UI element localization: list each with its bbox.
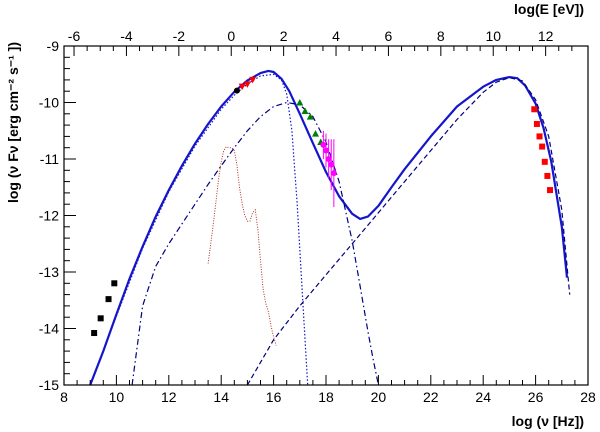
radio-point [105, 296, 112, 303]
plot-frame [63, 45, 589, 386]
total-model-line [89, 69, 569, 386]
tev-point [531, 106, 538, 113]
x2-tick-label: 12 [538, 28, 554, 44]
y-axis-title: log (ν Fν [erg cm⁻² s⁻¹ ]) [5, 42, 21, 203]
x2-tick-label: -4 [120, 28, 133, 44]
optical-point [233, 87, 240, 94]
y-tick-label: -11 [40, 151, 59, 167]
x2-tick-label: -6 [68, 28, 81, 44]
y-tick-label: -14 [39, 321, 59, 337]
tev-point [536, 133, 543, 140]
y-tick-label: -10 [39, 95, 59, 111]
x2-tick-label: 6 [385, 28, 393, 44]
xray-green-point [306, 113, 314, 120]
x2-axis-title: log(E [eV]) [514, 1, 584, 17]
tev-point [533, 120, 540, 127]
x2-tick-label: 2 [280, 28, 288, 44]
data-points [91, 76, 554, 337]
x-tick-label: 22 [423, 389, 439, 405]
xray-green-point [312, 130, 320, 137]
x-axis-title: log (ν [Hz]) [512, 413, 584, 429]
x-tick-label: 26 [528, 389, 544, 405]
axes: 8 10 12 14 16 18 20 22 24 26 28-15-14-13-12-11-10-… [39, 28, 596, 405]
ssc-component-line [131, 101, 379, 386]
x-tick-label: 12 [161, 389, 177, 405]
x-tick-label: 8 [60, 389, 68, 405]
x-tick-label: 24 [475, 389, 491, 405]
tev-point [544, 172, 551, 179]
xray-green-point [296, 99, 304, 106]
x-tick-label: 20 [371, 389, 387, 405]
x-tick-label: 18 [318, 389, 334, 405]
radio-point [111, 280, 118, 287]
xray-green-point [301, 107, 309, 114]
x-tick-label: 28 [580, 389, 596, 405]
xray-magenta-point [323, 147, 329, 154]
x2-tick-label: 4 [332, 28, 340, 44]
tev-point [547, 187, 554, 194]
radio-point [91, 330, 98, 337]
y-tick-label: -13 [39, 264, 59, 280]
y-tick-label: -15 [39, 377, 59, 393]
x-tick-label: 14 [213, 389, 229, 405]
uv-point [238, 83, 246, 91]
x-tick-label: 10 [109, 389, 125, 405]
x-tick-label: 16 [266, 389, 282, 405]
y-tick-label: -9 [47, 38, 60, 54]
tev-point [541, 158, 548, 165]
y-tick-label: -12 [39, 208, 59, 224]
tev-point [539, 143, 546, 150]
x2-tick-label: 8 [437, 28, 445, 44]
x2-tick-label: 10 [485, 28, 501, 44]
xray-magenta-point [320, 141, 327, 148]
external-compton-line [246, 77, 571, 386]
xray-magenta-point [325, 156, 332, 162]
radio-point [97, 315, 104, 322]
uv-point [249, 76, 257, 84]
x2-tick-label: 0 [227, 28, 235, 44]
xray-magenta-point [328, 161, 335, 168]
xray-magenta-point [330, 170, 337, 177]
x2-tick-label: -2 [173, 28, 186, 44]
uv-point [243, 81, 251, 88]
